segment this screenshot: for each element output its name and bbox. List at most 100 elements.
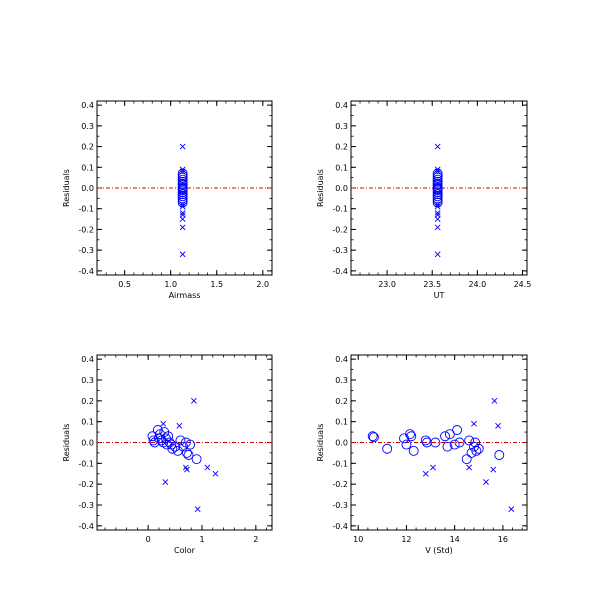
data-point-circle (147, 431, 158, 442)
y-tick-label: 0.3 (335, 376, 348, 385)
data-point-cross (495, 422, 501, 429)
y-tick-label: 0.3 (335, 122, 348, 131)
data-point-cross (179, 166, 186, 173)
data-point-circle (449, 439, 460, 450)
y-tick-label: -0.3 (78, 501, 94, 510)
x-tick-label: 0.5 (118, 280, 131, 289)
y-tick-label: 0.3 (81, 376, 94, 385)
data-point-circle (177, 185, 188, 196)
data-point-circle (177, 187, 188, 198)
x-tick-label: 24.5 (514, 280, 532, 289)
scatter-panel-1: 0.4 0.3 0.2 0.1 0.0 -0.1 -0.2 -0.3 -0.4 0.5 1.0 1.5… (62, 100, 273, 300)
y-tick-label: 0.1 (335, 418, 348, 427)
data-point-circle (163, 431, 174, 442)
data-point-circle (432, 191, 443, 202)
data-point-circle (432, 176, 443, 187)
y-tick-label: 0.2 (335, 397, 348, 406)
y-tick-label: 0.0 (335, 184, 348, 193)
data-point-circle (177, 193, 188, 204)
x-tick-label: 1 (199, 535, 204, 544)
data-point-cross (434, 203, 441, 210)
data-point-cross (179, 168, 186, 175)
data-point-circle (440, 431, 450, 442)
data-point-cross (179, 201, 186, 208)
scatter-panel-3: 0.4 0.3 0.2 0.1 0.0 -0.1 -0.2 -0.3 -0.4 0 1 2 Color R… (62, 354, 273, 555)
data-point-cross (179, 224, 186, 231)
data-point-cross (490, 466, 497, 473)
y-tick-label: 0.2 (81, 397, 94, 406)
x-tick-label: 14 (450, 535, 460, 544)
y-axis-label: Residuals (316, 424, 325, 462)
scatter-panel-2: 0.4 0.3 0.2 0.1 0.0 -0.1 -0.2 -0.3 -0.4 23.0 23.5 2… (316, 100, 532, 300)
data-point-circle (367, 431, 378, 442)
data-point-cross (434, 201, 441, 208)
y-tick-label: 0.4 (335, 101, 348, 110)
data-point-circle (181, 447, 192, 458)
data-point-cross (194, 506, 201, 513)
y-axis-label: Residuals (62, 169, 71, 207)
data-point-circle (405, 429, 416, 440)
data-point-circle (432, 189, 443, 200)
data-point-cross (434, 216, 441, 222)
data-point-circle (401, 439, 412, 450)
data-point-cross (184, 466, 190, 473)
y-tick-label: -0.1 (332, 459, 348, 468)
x-tick-label: 24.0 (468, 280, 486, 289)
y-tick-label: -0.2 (332, 225, 348, 234)
data-point-circle (430, 437, 441, 448)
y-tick-label: -0.4 (78, 267, 94, 276)
y-tick-label: 0.1 (81, 418, 94, 427)
data-point-circle (454, 437, 465, 448)
y-tick-label: -0.4 (332, 522, 348, 531)
y-tick-label: 0.4 (335, 355, 348, 364)
y-tick-label: -0.3 (332, 501, 348, 510)
x-tick-label: 12 (401, 535, 411, 544)
data-point-circle (368, 432, 379, 443)
data-point-cross (434, 251, 441, 258)
scatter-panel-4: 0.4 0.3 0.2 0.1 0.0 -0.1 -0.2 -0.3 -0.4 10 12 14 16 V… (316, 354, 528, 555)
data-point-cross (162, 479, 169, 486)
y-tick-label: 0.1 (335, 163, 348, 172)
data-point-cross (176, 422, 183, 429)
y-tick-label: 0.0 (335, 439, 348, 448)
data-point-cross (434, 143, 441, 150)
data-point-circle (494, 450, 505, 460)
data-point-cross (204, 464, 211, 471)
y-tick-label: -0.4 (332, 267, 348, 276)
y-tick-label: 0.2 (335, 143, 348, 152)
y-tick-label: 0.1 (81, 163, 94, 172)
data-point-cross (483, 479, 489, 486)
data-point-circle (473, 443, 484, 454)
y-tick-label: -0.2 (78, 480, 94, 489)
data-point-cross (466, 464, 473, 471)
x-tick-label: 23.0 (378, 280, 396, 289)
data-point-circle (444, 429, 455, 440)
data-point-circle (167, 443, 178, 454)
y-tick-label: -0.2 (332, 480, 348, 489)
data-point-circle (191, 454, 202, 465)
data-point-cross (491, 397, 498, 404)
y-tick-label: -0.2 (78, 225, 94, 234)
x-tick-label: 16 (498, 535, 508, 544)
x-axis-label: UT (434, 291, 445, 300)
y-tick-label: -0.1 (332, 205, 348, 214)
data-point-circle (420, 435, 431, 446)
x-tick-label: 2.0 (256, 280, 269, 289)
data-point-circle (408, 445, 419, 456)
data-point-circle (470, 437, 481, 448)
data-point-cross (212, 470, 219, 477)
data-point-circle (466, 447, 477, 458)
data-point-circle (177, 189, 188, 200)
data-point-cross (179, 203, 186, 210)
data-point-cross (179, 251, 186, 258)
x-tick-label: 0 (146, 535, 151, 544)
data-point-circle (177, 191, 188, 202)
y-tick-label: 0.4 (81, 101, 94, 110)
data-point-circle (471, 445, 482, 456)
x-axis-label: Airmass (169, 291, 201, 300)
data-point-cross (160, 420, 167, 427)
data-point-circle (432, 185, 443, 196)
data-point-circle (148, 435, 159, 446)
x-tick-label: 10 (353, 535, 363, 544)
